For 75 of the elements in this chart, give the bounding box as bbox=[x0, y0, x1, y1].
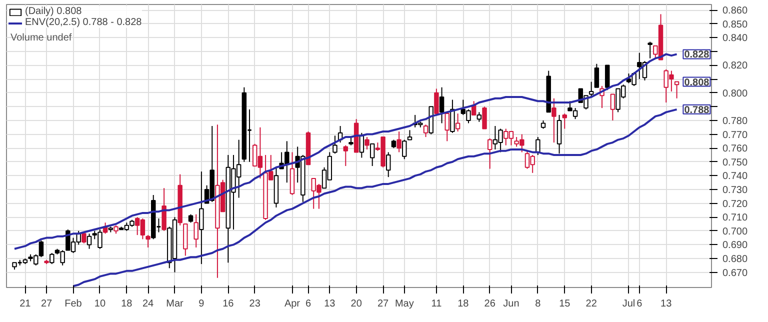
y-tick-label: 0.720 bbox=[722, 198, 748, 210]
data-label: 0.828 bbox=[684, 50, 710, 61]
candlestick bbox=[402, 139, 407, 160]
x-tick-label: 10 bbox=[94, 298, 106, 310]
candlestick bbox=[594, 63, 600, 88]
y-tick-label: 0.760 bbox=[722, 144, 748, 155]
candlestick bbox=[482, 106, 487, 130]
x-tick-label: 24 bbox=[142, 298, 154, 310]
y-tick-label: 0.670 bbox=[722, 268, 748, 279]
candlestick bbox=[434, 88, 439, 114]
candlestick bbox=[439, 86, 444, 124]
legend-label: ENV(20,2.5) 0.788 - 0.828 bbox=[25, 17, 142, 28]
data-label: 0.788 bbox=[684, 104, 710, 116]
x-tick-label: 27 bbox=[40, 298, 53, 310]
x-tick-label: 18 bbox=[458, 298, 470, 310]
x-tick-label: Jun bbox=[503, 298, 520, 310]
y-tick-label: 0.710 bbox=[722, 212, 748, 224]
x-tick-label: 11 bbox=[431, 298, 442, 310]
x-tick-label: 21 bbox=[20, 298, 32, 310]
x-tick-label: 23 bbox=[249, 298, 261, 310]
y-tick-label: 0.820 bbox=[722, 60, 748, 72]
candlestick bbox=[370, 143, 375, 167]
annotation: Volume undef bbox=[10, 32, 72, 44]
candlestick bbox=[407, 130, 412, 140]
y-tick-label: 0.850 bbox=[722, 19, 748, 30]
x-tick-label: 8 bbox=[535, 298, 542, 310]
x-tick-label: 22 bbox=[586, 298, 598, 310]
y-tick-label: 0.750 bbox=[722, 157, 748, 168]
candlestick bbox=[162, 188, 166, 232]
candlestick bbox=[648, 41, 652, 59]
legend-label: (Daily) 0.808 bbox=[25, 6, 82, 17]
y-tick-label: 0.840 bbox=[722, 33, 748, 44]
x-tick-label: 6 bbox=[636, 298, 643, 310]
y-tick-label: 0.730 bbox=[722, 184, 748, 196]
x-tick-label: 6 bbox=[305, 298, 312, 310]
line-series bbox=[14, 53, 678, 250]
candlestick bbox=[50, 252, 54, 265]
y-tick-label: 0.690 bbox=[722, 240, 748, 252]
x-tick-label: 20 bbox=[350, 298, 362, 310]
candlestick bbox=[674, 81, 680, 99]
candlestick bbox=[386, 152, 391, 178]
candlestick bbox=[343, 144, 348, 167]
candlestick bbox=[396, 131, 402, 153]
x-tick-label: 15 bbox=[559, 298, 571, 310]
candlestick bbox=[562, 113, 567, 130]
x-tick-label: 27 bbox=[377, 298, 390, 310]
line-series bbox=[72, 108, 678, 288]
y-tick-label: 0.800 bbox=[722, 88, 748, 100]
y-tick-label: 0.700 bbox=[722, 226, 748, 238]
x-tick-label: Jul bbox=[622, 298, 636, 310]
candlestick bbox=[476, 112, 482, 122]
y-tick-label: 0.780 bbox=[722, 116, 748, 127]
candlestick bbox=[552, 98, 556, 144]
x-tick-label: Apr bbox=[284, 298, 301, 310]
candlestick bbox=[536, 136, 540, 156]
y-tick-label: 0.680 bbox=[722, 254, 748, 266]
y-tick-label: 0.740 bbox=[722, 171, 748, 182]
x-tick-label: May bbox=[394, 298, 414, 310]
candlestick bbox=[332, 135, 338, 154]
x-tick-label: 16 bbox=[222, 298, 234, 310]
x-tick-label: Feb bbox=[64, 298, 82, 310]
candlestick bbox=[556, 114, 562, 154]
candlestick bbox=[364, 136, 370, 150]
y-tick-label: 0.770 bbox=[722, 130, 748, 141]
x-tick-label: 13 bbox=[660, 298, 672, 310]
x-tick-label: 26 bbox=[484, 298, 496, 310]
x-tick-label: Mar bbox=[166, 298, 184, 310]
candlestick bbox=[86, 233, 92, 250]
x-tick-label: 18 bbox=[121, 298, 133, 310]
candlestick bbox=[146, 234, 150, 248]
x-tick-label: 13 bbox=[324, 298, 336, 310]
candlestick bbox=[604, 64, 610, 91]
x-tick-label: 9 bbox=[198, 298, 205, 310]
candlestick bbox=[588, 81, 594, 98]
y-tick-label: 0.860 bbox=[722, 6, 748, 17]
